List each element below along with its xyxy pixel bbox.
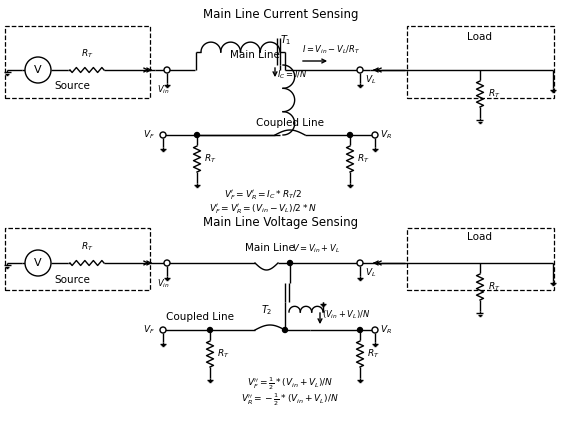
Text: Source: Source [54,275,90,285]
Text: Main Line: Main Line [230,50,280,60]
Circle shape [160,327,166,333]
Text: $R_T$: $R_T$ [488,88,500,100]
Text: $V_{in}$: $V_{in}$ [157,84,169,96]
Text: $V_{in}$: $V_{in}$ [157,277,169,290]
Text: $V_L$: $V_L$ [365,74,376,86]
Text: Main Line Voltage Sensing: Main Line Voltage Sensing [204,216,358,229]
Circle shape [25,57,51,83]
Text: Load: Load [467,232,493,242]
Text: $R_T$: $R_T$ [204,153,217,165]
Bar [407,228,554,290]
Text: V: V [34,65,42,75]
Text: V: V [34,258,42,268]
Text: $I=V_{in}-V_L/R_T$: $I=V_{in}-V_L/R_T$ [302,43,360,56]
Text: $R_T$: $R_T$ [81,240,93,253]
Bar [5,26,150,98]
Circle shape [357,328,362,332]
Circle shape [357,260,363,266]
Circle shape [287,261,292,265]
Text: $R_T$: $R_T$ [81,47,93,60]
Text: $T_2$: $T_2$ [261,303,273,317]
Circle shape [208,328,213,332]
Text: $V_R''=-\frac{1}{2}*(V_{in}+V_L)/N$: $V_R''=-\frac{1}{2}*(V_{in}+V_L)/N$ [241,392,339,408]
Text: $V_F$: $V_F$ [143,129,155,141]
Circle shape [372,327,378,333]
Text: $V_R$: $V_R$ [380,129,392,141]
Text: $V_F$: $V_F$ [143,324,155,336]
Circle shape [160,132,166,138]
Bar [5,228,150,290]
Text: Coupled Line: Coupled Line [256,118,324,128]
Text: Coupled Line: Coupled Line [166,312,234,322]
Text: $R_T$: $R_T$ [217,348,229,360]
Text: $R_T$: $R_T$ [367,348,380,360]
Circle shape [164,260,170,266]
Circle shape [357,67,363,73]
Text: $V_L$: $V_L$ [365,267,376,279]
Bar [407,26,554,98]
Circle shape [372,132,378,138]
Text: Load: Load [467,32,493,42]
Text: $V_F'=V_R'=I_C*R_T/2$: $V_F'=V_R'=I_C*R_T/2$ [224,188,302,202]
Text: Main Line Current Sensing: Main Line Current Sensing [203,8,358,21]
Text: Main Line: Main Line [245,243,295,253]
Text: $T_1$: $T_1$ [280,33,292,47]
Text: $I_C=I/N$: $I_C=I/N$ [277,69,307,81]
Text: $V=V_{in}+V_L$: $V=V_{in}+V_L$ [292,243,341,255]
Text: $V_F'=V_R'=(V_{in}-V_L)/2*N$: $V_F'=V_R'=(V_{in}-V_L)/2*N$ [209,202,317,216]
Circle shape [283,328,287,332]
Circle shape [195,133,200,138]
Circle shape [164,67,170,73]
Text: $R_T$: $R_T$ [357,153,370,165]
Text: $V_R$: $V_R$ [380,324,392,336]
Text: $R_T$: $R_T$ [488,281,500,293]
Circle shape [25,250,51,276]
Circle shape [347,133,352,138]
Text: $V_F''=\frac{1}{2}*(V_{in}+V_L)/N$: $V_F''=\frac{1}{2}*(V_{in}+V_L)/N$ [247,376,333,392]
Text: Source: Source [54,81,90,91]
Text: $(V_{in}+V_L)/N$: $(V_{in}+V_L)/N$ [322,309,370,321]
